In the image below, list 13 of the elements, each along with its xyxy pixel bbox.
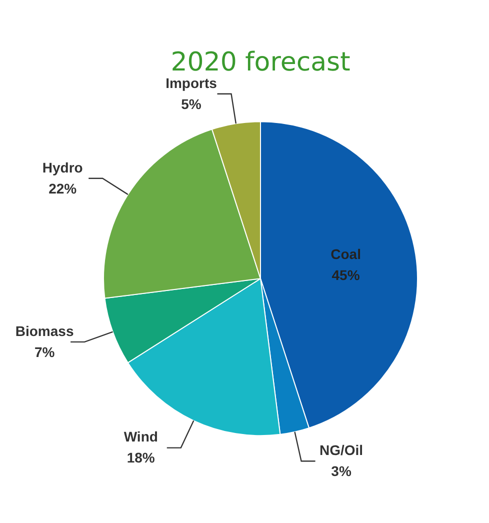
data-label: 3% xyxy=(331,462,352,479)
slice-label: Imports xyxy=(166,74,218,91)
data-label: 22% xyxy=(48,180,78,196)
data-label: 5% xyxy=(181,96,202,112)
slice-label: NG/Oil xyxy=(320,442,364,458)
slice-label: Wind xyxy=(124,428,158,445)
data-label: 7% xyxy=(34,344,56,360)
data-label: 18% xyxy=(126,450,156,466)
slice-label: Biomass xyxy=(15,322,74,339)
slice-label: Hydro xyxy=(42,159,83,176)
data-label: 45% xyxy=(332,266,360,283)
slice-label: Coal xyxy=(330,246,361,262)
chart-title: 2020 forecast xyxy=(170,47,350,78)
